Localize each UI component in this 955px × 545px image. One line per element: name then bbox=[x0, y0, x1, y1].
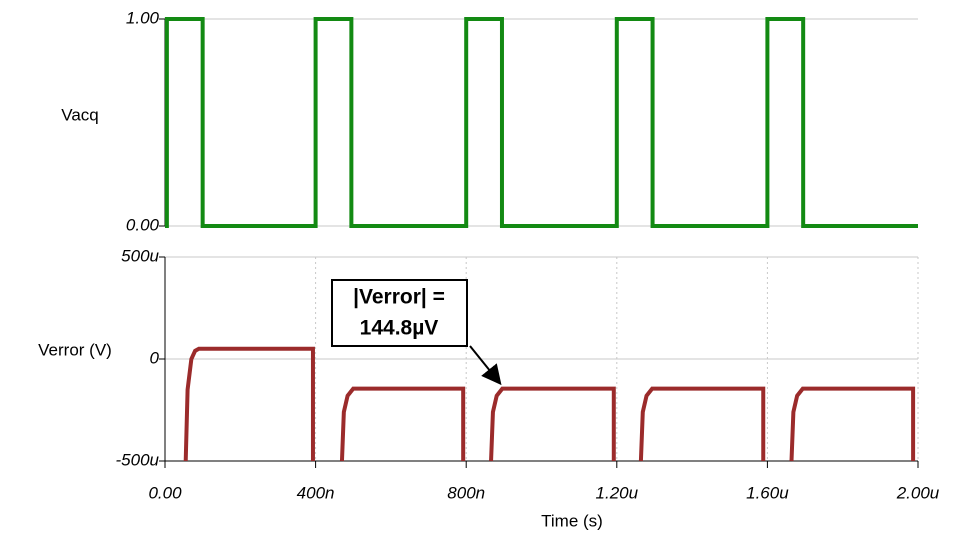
x-tick-label: 1.20u bbox=[596, 483, 639, 502]
annotation-arrow bbox=[469, 345, 502, 386]
x-tick-label: 400n bbox=[297, 483, 335, 502]
y-tick-label: 500u bbox=[121, 246, 159, 265]
annotation-box bbox=[331, 279, 468, 347]
y-tick-label: 0.00 bbox=[126, 215, 160, 234]
x-axis-label: Time (s) bbox=[541, 511, 603, 530]
y-tick-label: 0 bbox=[150, 348, 160, 367]
x-tick-label: 2.00u bbox=[896, 483, 940, 502]
y-tick-label: -500u bbox=[116, 450, 160, 469]
x-tick-label: 1.60u bbox=[746, 483, 789, 502]
y-axis-label: Verror (V) bbox=[38, 340, 112, 359]
annotation-text: |Verror| = bbox=[353, 286, 445, 309]
x-tick-label: 0.00 bbox=[148, 483, 182, 502]
y-axis-label: Vacq bbox=[61, 105, 99, 124]
data-line bbox=[183, 346, 916, 462]
annotation-text: 144.8µV bbox=[360, 317, 439, 340]
x-tick-label: 800n bbox=[447, 483, 485, 502]
data-line bbox=[164, 17, 918, 228]
y-tick-label: 1.00 bbox=[126, 8, 160, 27]
